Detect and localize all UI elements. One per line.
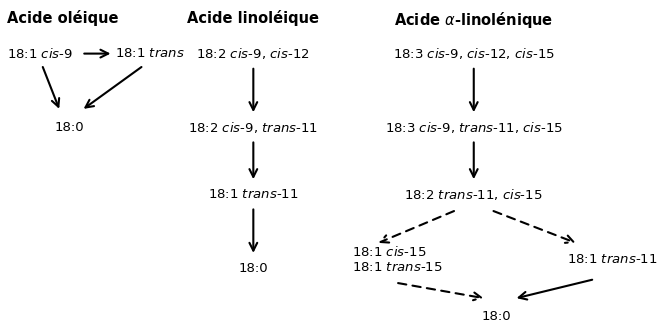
Text: 18:3 $\it{cis}$-9, $\it{trans}$-11, $\it{cis}$-15: 18:3 $\it{cis}$-9, $\it{trans}$-11, $\it… bbox=[385, 120, 563, 135]
Text: 18:2 $\it{cis}$-9, $\it{trans}$-11: 18:2 $\it{cis}$-9, $\it{trans}$-11 bbox=[188, 120, 318, 135]
Text: 18:0: 18:0 bbox=[238, 262, 268, 274]
Text: 18:0: 18:0 bbox=[54, 121, 84, 134]
Text: 18:1 $\it{trans}$-11: 18:1 $\it{trans}$-11 bbox=[208, 188, 299, 201]
Text: 18:2 $\it{cis}$-9, $\it{cis}$-12: 18:2 $\it{cis}$-9, $\it{cis}$-12 bbox=[197, 46, 310, 61]
Text: 18:1 $\it{trans}$: 18:1 $\it{trans}$ bbox=[115, 47, 185, 60]
Text: 18:0: 18:0 bbox=[482, 310, 512, 323]
Text: 18:1 $\it{cis}$-9: 18:1 $\it{cis}$-9 bbox=[7, 47, 72, 61]
Text: Acide oléique: Acide oléique bbox=[7, 10, 118, 26]
Text: 18:3 $\it{cis}$-9, $\it{cis}$-12, $\it{cis}$-15: 18:3 $\it{cis}$-9, $\it{cis}$-12, $\it{c… bbox=[393, 46, 555, 61]
Text: 18:2 $\it{trans}$-11, $\it{cis}$-15: 18:2 $\it{trans}$-11, $\it{cis}$-15 bbox=[405, 187, 543, 202]
Text: Acide $\alpha$-linolénique: Acide $\alpha$-linolénique bbox=[394, 10, 553, 30]
Text: Acide linoléique: Acide linoléique bbox=[188, 10, 319, 26]
Text: 18:1 $\it{trans}$-11: 18:1 $\it{trans}$-11 bbox=[567, 253, 657, 266]
Text: 18:1 $\it{cis}$-15
18:1 $\it{trans}$-15: 18:1 $\it{cis}$-15 18:1 $\it{trans}$-15 bbox=[352, 245, 443, 274]
